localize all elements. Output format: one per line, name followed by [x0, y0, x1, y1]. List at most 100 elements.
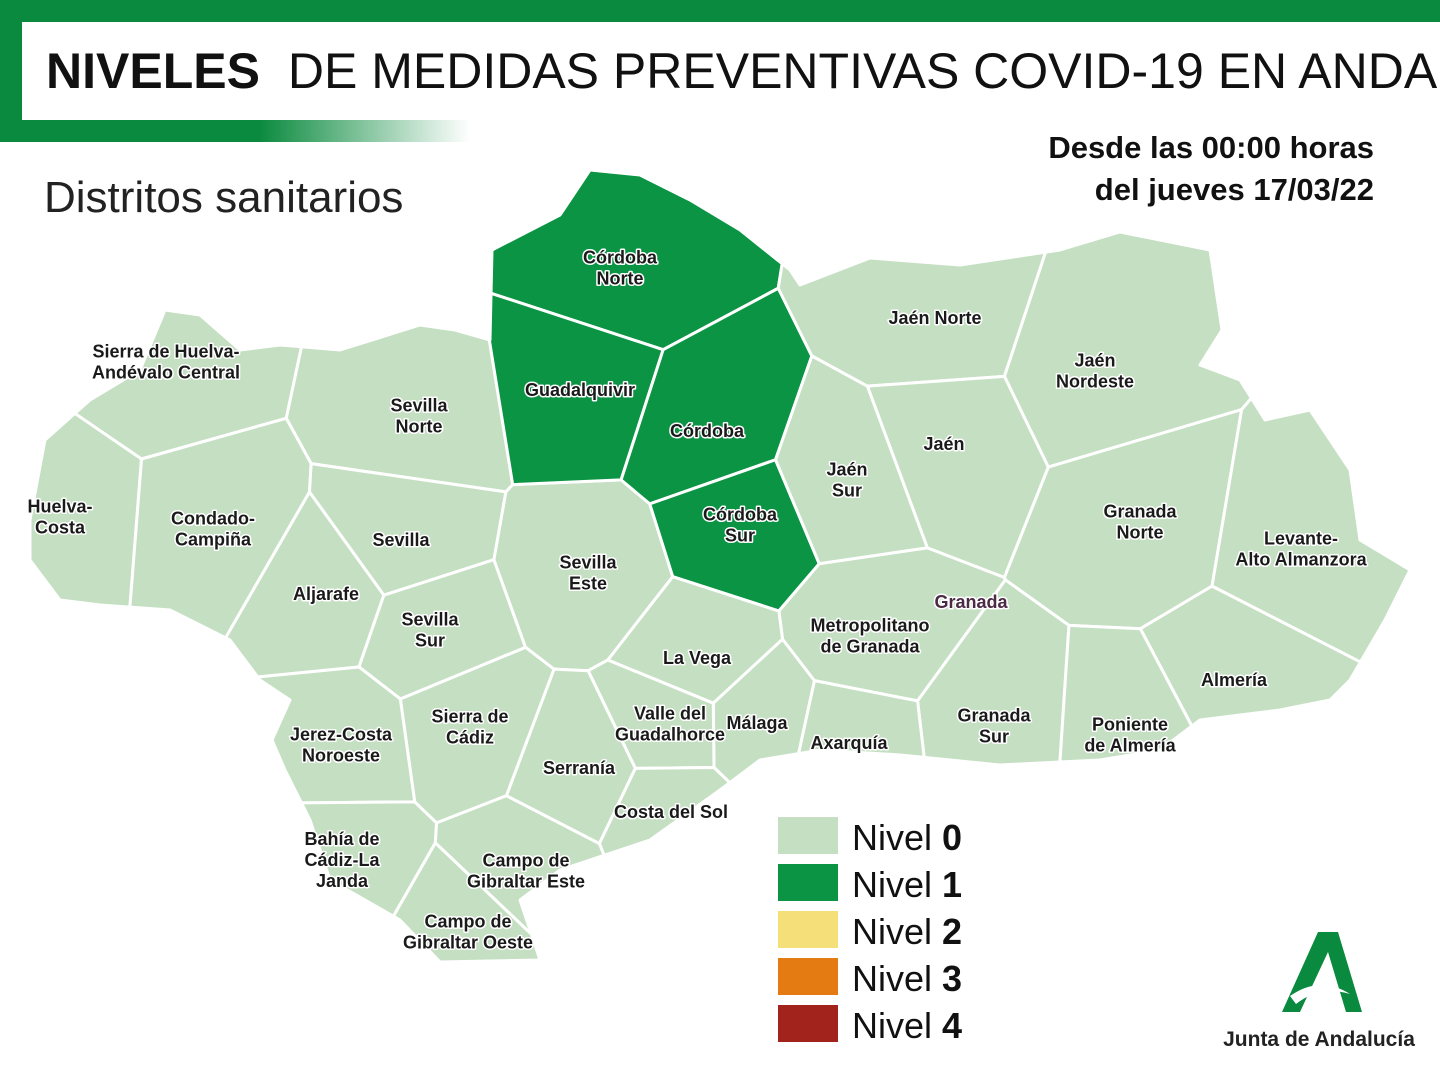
fade-bar	[0, 120, 470, 142]
district-label-line: Cádiz-La	[304, 850, 380, 870]
district-label: Guadalquivir	[525, 380, 635, 400]
district-label-line: Córdoba	[583, 248, 658, 268]
district-label-line: Guadalhorce	[615, 725, 725, 745]
district-label-line: Gibraltar Oeste	[403, 933, 533, 953]
legend-word: Nivel	[852, 911, 932, 952]
title-rest: DE MEDIDAS PREVENTIVAS COVID-19 EN ANDAL…	[288, 43, 1440, 99]
district-label: Valle del Guadalhorce	[615, 704, 725, 745]
district-label-line: Sur	[725, 526, 755, 546]
district-label-line: de Almería	[1084, 736, 1176, 756]
district-label-line: Sur	[832, 481, 862, 501]
district-label-line: Alto Almanzora	[1235, 550, 1367, 570]
district-label-line: Córdoba	[670, 421, 745, 441]
district-label-line: Andévalo Central	[92, 363, 240, 383]
district-label-line: Costa del Sol	[614, 802, 728, 822]
district-label: Costa del Sol	[614, 802, 728, 822]
district-label-line: Jaén	[1074, 351, 1115, 371]
district-label: Almería	[1201, 670, 1268, 690]
district-label-line: Valle del	[634, 704, 706, 724]
legend-level: 4	[942, 1005, 962, 1046]
district-region	[1058, 623, 1194, 764]
district-region	[1210, 396, 1412, 664]
subtitle: Distritos sanitarios	[44, 173, 403, 222]
district-label: Levante-Alto Almanzora	[1235, 529, 1367, 570]
district-label: Campo de Gibraltar Este	[467, 851, 585, 892]
district-label-line: Jaén Norte	[888, 308, 981, 328]
district-label-line: Sur	[415, 631, 445, 651]
district-label-line: Campiña	[175, 530, 252, 550]
district-label: Serranía	[543, 758, 616, 778]
logo: Junta de Andalucía	[1223, 932, 1415, 1051]
district-label: Axarquía	[810, 733, 888, 753]
district-label-line: Sevilla	[372, 530, 430, 550]
district-label: Córdoba	[670, 421, 745, 441]
district-label: Córdoba Sur	[703, 505, 778, 546]
district-label: Jaén	[923, 434, 964, 454]
left-bar	[0, 22, 22, 142]
district-label: Sevilla	[372, 530, 430, 550]
district-label: Jerez-Costa Noroeste	[290, 725, 393, 766]
district-label-line: Norte	[395, 417, 442, 437]
district-region	[1138, 584, 1362, 728]
legend-word: Nivel	[852, 864, 932, 905]
legend-swatch	[778, 958, 838, 995]
district-label: Sevilla Norte	[390, 396, 448, 437]
district-label: Poniente de Almería	[1084, 715, 1176, 756]
map	[28, 168, 1412, 964]
legend-word: Nivel	[852, 958, 932, 999]
district-label: Málaga	[726, 713, 788, 733]
district-label-line: Costa	[35, 518, 86, 538]
legend-level: 1	[942, 864, 962, 905]
district-label-line: Jerez-Costa	[290, 725, 393, 745]
district-label: Huelva-Costa	[27, 497, 92, 538]
district-label: Jaén Nordeste	[1056, 351, 1134, 392]
district-label-line: Sevilla	[401, 610, 459, 630]
district-label-line: Cádiz	[446, 728, 494, 748]
title-bold: NIVELES	[46, 43, 260, 99]
district-label: Bahía de Cádiz-La Janda	[304, 829, 380, 891]
district-label-line: Huelva-	[27, 497, 92, 517]
district-label-line: Gibraltar Este	[467, 872, 585, 892]
district-label-line: Sierra de	[431, 707, 508, 727]
top-bar	[0, 0, 1440, 22]
district-label-line: Noroeste	[302, 746, 380, 766]
district-label-line: Sur	[979, 727, 1009, 747]
district-label-line: Guadalquivir	[525, 380, 635, 400]
district-label-line: Norte	[1116, 523, 1163, 543]
district-label: Granada Norte	[1103, 502, 1177, 543]
district-label: Córdoba Norte	[583, 248, 658, 289]
legend-swatch	[778, 817, 838, 854]
district-label-line: Este	[569, 574, 607, 594]
city-label: Granada	[934, 592, 1008, 612]
legend-level: 0	[942, 817, 962, 858]
district-label: Sevilla Sur	[401, 610, 459, 651]
logo-swoosh	[1290, 984, 1350, 1004]
district-label-line: Granada	[957, 706, 1031, 726]
legend-swatch	[778, 1005, 838, 1042]
district-label: Sierra de Cádiz	[431, 707, 508, 748]
legend-label: Nivel 0	[852, 817, 962, 858]
legend-label: Nivel 1	[852, 864, 962, 905]
district-label-line: Bahía de	[304, 829, 379, 849]
district-label: Campo de Gibraltar Oeste	[403, 912, 533, 953]
legend-label: Nivel 2	[852, 911, 962, 952]
district-label: La Vega	[663, 648, 732, 668]
district-label-line: Levante-	[1264, 529, 1338, 549]
district-label-line: Granada	[1103, 502, 1177, 522]
district-label-line: La Vega	[663, 648, 732, 668]
logo-text: Junta de Andalucía	[1223, 1028, 1415, 1051]
district-label-line: Jaén	[923, 434, 964, 454]
district-label-line: Metropolitano	[811, 616, 930, 636]
district-label-line: Jaén	[826, 460, 867, 480]
legend-word: Nivel	[852, 1005, 932, 1046]
district-label-line: Axarquía	[810, 733, 888, 753]
district-label-line: Aljarafe	[293, 584, 359, 604]
district-label: Sierra de Huelva-Andévalo Central	[92, 342, 240, 383]
district-label-line: Almería	[1201, 670, 1268, 690]
date-line: Desde las 00:00 horas	[1048, 130, 1374, 165]
district-label-line: Córdoba	[703, 505, 778, 525]
district-label: Granada Sur	[957, 706, 1031, 747]
district-label: Jaén Sur	[826, 460, 867, 501]
